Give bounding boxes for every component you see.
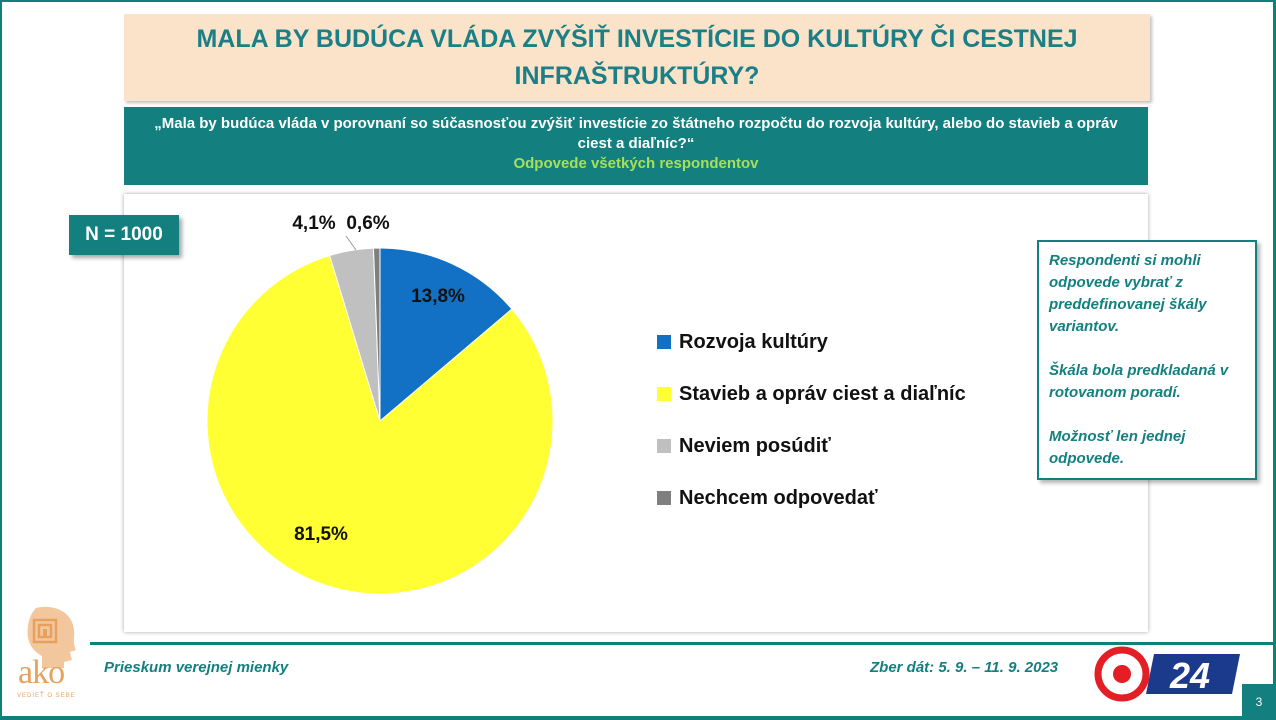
legend-item-3: Neviem posúdiť bbox=[657, 420, 966, 472]
footer-survey-label: Prieskum verejnej mienky bbox=[104, 659, 289, 676]
question-subtitle: Odpovede všetkých respondentov bbox=[513, 155, 759, 172]
pie-data-label-2: 81,5% bbox=[294, 524, 348, 545]
legend-swatch bbox=[657, 439, 671, 453]
question-text: „Mala by budúca vláda v porovnaní so súč… bbox=[154, 115, 1118, 152]
note-paragraph-1: Respondenti si mohli odpovede vybrať z p… bbox=[1049, 252, 1207, 335]
pie-data-label-4: 0,6% bbox=[346, 213, 389, 234]
ako-tagline: VEDIEŤ O SEBE bbox=[17, 693, 76, 699]
legend-item-2: Stavieb a opráv ciest a diaľníc bbox=[657, 368, 966, 420]
left-frame-line bbox=[0, 0, 2, 720]
pie-data-label-3: 4,1% bbox=[292, 213, 335, 234]
ako-logo-icon bbox=[27, 606, 76, 668]
page-title: MALA BY BUDÚCA VLÁDA ZVÝŠIŤ INVESTÍCIE D… bbox=[124, 14, 1150, 101]
question-banner: „Mala by budúca vláda v porovnaní so súč… bbox=[124, 107, 1148, 185]
legend-label: Neviem posúdiť bbox=[679, 434, 831, 457]
legend-swatch bbox=[657, 335, 671, 349]
legend-item-4: Nechcem odpovedať bbox=[657, 472, 966, 524]
page-number: 3 bbox=[1242, 684, 1276, 720]
right-frame-line bbox=[1273, 0, 1276, 720]
pie-leader-line bbox=[345, 235, 357, 251]
ako-logo-text: ako bbox=[18, 654, 65, 691]
pie-data-label-1: 13,8% bbox=[411, 286, 465, 307]
footer-divider bbox=[90, 642, 1276, 645]
legend-item-1: Rozvoja kultúry bbox=[657, 316, 966, 368]
note-paragraph-3: Možnosť len jednej odpovede. bbox=[1049, 428, 1186, 467]
legend-label: Rozvoja kultúry bbox=[679, 330, 828, 353]
chart-legend: Rozvoja kultúry Stavieb a opráv ciest a d… bbox=[657, 316, 966, 524]
pie-slice-4 bbox=[372, 247, 381, 422]
pie-slice-2 bbox=[206, 254, 554, 595]
footer-collection-date: Zber dát: 5. 9. – 11. 9. 2023 bbox=[870, 659, 1059, 676]
note-paragraph-2: Škála bola predkladaná v rotovanom porad… bbox=[1049, 362, 1229, 401]
sample-size-badge: N = 1000 bbox=[69, 215, 179, 255]
legend-label: Stavieb a opráv ciest a diaľníc bbox=[679, 382, 966, 405]
bottom-frame-line bbox=[0, 716, 1276, 720]
tv24-logo-icon: 24 bbox=[1094, 646, 1240, 702]
pie-slice-1 bbox=[379, 247, 513, 423]
legend-label: Nechcem odpovedať bbox=[679, 486, 878, 509]
methodology-note: Respondenti si mohli odpovede vybrať z p… bbox=[1037, 240, 1257, 480]
legend-swatch bbox=[657, 387, 671, 401]
legend-swatch bbox=[657, 491, 671, 505]
tv24-logo-text: 24 bbox=[1169, 655, 1210, 696]
top-frame-line bbox=[0, 0, 1276, 2]
